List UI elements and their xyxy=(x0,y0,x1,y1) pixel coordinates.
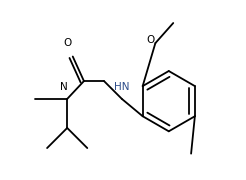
Text: HN: HN xyxy=(114,82,130,92)
Text: O: O xyxy=(63,38,71,48)
Text: O: O xyxy=(147,35,155,45)
Text: N: N xyxy=(60,82,68,92)
